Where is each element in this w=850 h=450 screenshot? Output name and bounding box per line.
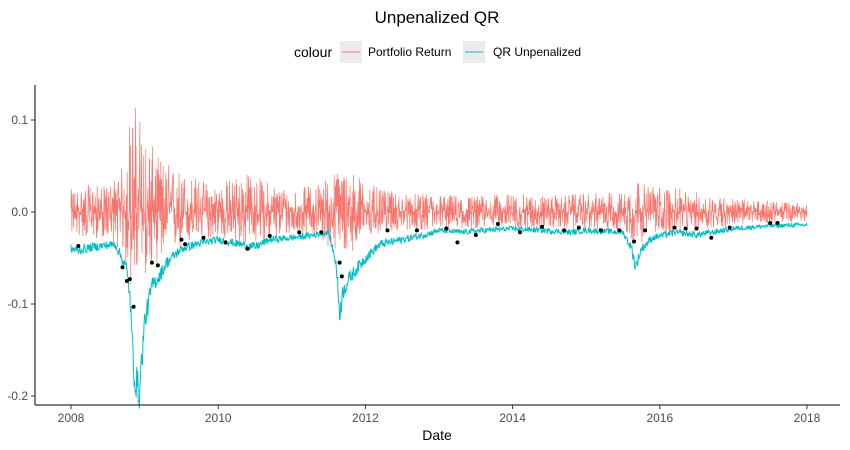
y-tick-label: -0.1	[7, 297, 28, 311]
qr-unpenalized-series	[70, 221, 808, 409]
violation-point	[319, 230, 324, 235]
violation-point	[540, 224, 545, 229]
violation-point	[339, 274, 344, 279]
portfolio-return-line	[70, 107, 808, 285]
violation-point	[297, 230, 302, 235]
legend-label-portfolio: Portfolio Return	[368, 45, 451, 59]
violation-point	[455, 240, 460, 245]
violation-point	[201, 235, 206, 240]
violation-point	[131, 304, 136, 309]
legend-title: colour	[294, 44, 332, 60]
violation-point	[768, 221, 773, 226]
chart-title: Unpenalized QR	[375, 8, 500, 27]
x-tick-label: 2012	[352, 411, 379, 425]
x-tick-label: 2018	[794, 411, 821, 425]
x-axis-ticks: 2008 2010 2012 2014 2016 2018	[58, 405, 821, 425]
violation-point	[694, 226, 699, 231]
legend: colour Portfolio Return QR Unpenalized	[294, 41, 581, 63]
violation-point	[223, 240, 228, 245]
violation-point	[179, 237, 184, 242]
portfolio-return-series	[70, 107, 808, 285]
violation-point	[149, 260, 154, 265]
violation-point	[414, 228, 419, 233]
violation-point	[76, 244, 81, 249]
violation-point	[473, 233, 478, 237]
violation-point	[672, 225, 677, 230]
y-axis-ticks: 0.1 0.0 -0.1 -0.2	[7, 113, 35, 403]
y-tick-label: -0.2	[7, 389, 28, 403]
violation-point	[632, 239, 637, 244]
violation-point	[562, 228, 567, 233]
violation-point	[267, 233, 272, 238]
violation-point	[517, 230, 522, 235]
violation-point	[775, 221, 780, 226]
x-tick-label: 2010	[205, 411, 232, 425]
violation-point	[337, 260, 342, 265]
violation-point	[683, 226, 688, 231]
x-axis-title: Date	[422, 427, 452, 443]
violation-point	[245, 246, 250, 251]
violation-point	[576, 225, 581, 230]
violation-point	[643, 228, 648, 233]
violation-point	[385, 228, 390, 233]
violation-point	[444, 226, 449, 231]
violation-point	[709, 235, 714, 240]
violation-points	[76, 221, 780, 309]
y-tick-label: 0.1	[11, 113, 28, 127]
x-tick-label: 2008	[58, 411, 85, 425]
x-tick-label: 2016	[646, 411, 673, 425]
violation-point	[598, 228, 603, 233]
y-tick-label: 0.0	[11, 205, 28, 219]
violation-point	[617, 228, 622, 233]
violation-point	[495, 221, 500, 226]
violation-point	[183, 242, 188, 247]
legend-label-qr: QR Unpenalized	[493, 45, 581, 59]
violation-point	[124, 279, 129, 283]
violation-point	[155, 263, 160, 268]
violation-point	[127, 277, 132, 282]
violation-point	[727, 225, 732, 230]
qr-unpenalized-line	[70, 221, 808, 409]
x-tick-label: 2014	[499, 411, 526, 425]
violation-point	[120, 265, 125, 270]
